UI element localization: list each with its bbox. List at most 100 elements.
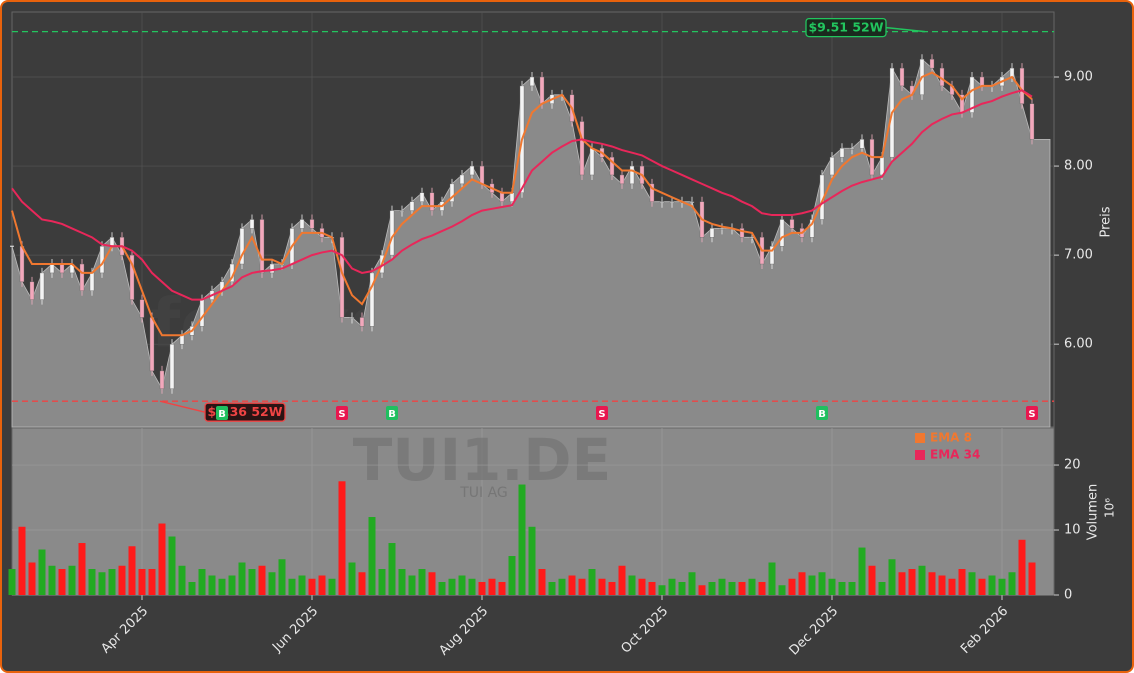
volume-bar: [688, 572, 696, 595]
candle: [929, 58, 935, 69]
volume-bar: [358, 572, 366, 595]
volume-bar: [588, 569, 596, 595]
candle: [419, 192, 425, 202]
volume-bar: [278, 559, 286, 595]
candle: [239, 228, 245, 265]
y-tick-label: 20: [1064, 458, 1081, 473]
volume-bar: [818, 572, 826, 595]
volume-bar: [118, 565, 126, 595]
candle: [499, 192, 505, 202]
volume-bar: [568, 575, 576, 595]
candle: [589, 148, 595, 176]
volume-bar: [508, 556, 516, 595]
candle: [459, 174, 465, 185]
candle: [809, 219, 815, 238]
volume-bar: [398, 569, 406, 595]
volume-bar: [978, 578, 986, 595]
candle: [789, 219, 795, 229]
candle: [849, 148, 855, 150]
volume-bar: [988, 575, 996, 595]
volume-bar: [918, 565, 926, 595]
volume-bar: [888, 559, 896, 595]
volume-bar: [158, 523, 166, 595]
volume-bar: [948, 578, 956, 595]
candle: [169, 343, 175, 389]
volume-bar: [68, 565, 76, 595]
volume-bar: [878, 582, 886, 595]
volume-bar: [8, 569, 16, 595]
x-tick-label: Jun 2025: [269, 604, 321, 656]
volume-bar: [368, 517, 376, 595]
candle: [39, 272, 45, 300]
candle: [259, 219, 265, 274]
volume-bar: [438, 582, 446, 595]
signal-label: S: [338, 409, 345, 420]
candle: [399, 210, 405, 212]
candle: [899, 67, 905, 87]
volume-bar: [168, 536, 176, 595]
signal-badge: [386, 406, 398, 420]
volume-bar: [798, 572, 806, 595]
volume-bar: [838, 582, 846, 595]
volume-bar: [578, 578, 586, 595]
volume-bar: [208, 575, 216, 595]
volume-bar: [1018, 539, 1026, 595]
y-tick-label: 8.00: [1064, 159, 1093, 174]
volume-bar: [748, 578, 756, 595]
candle: [829, 156, 835, 176]
volume-bar: [548, 582, 556, 595]
legend-swatch: [915, 450, 925, 460]
volume-bar: [328, 578, 336, 595]
volume-bar: [348, 562, 356, 595]
signal-label: B: [218, 409, 226, 420]
volume-bar: [498, 582, 506, 595]
volume-bar: [638, 578, 646, 595]
volume-bar: [538, 569, 546, 595]
candle: [659, 201, 665, 203]
legend-label: EMA 34: [930, 448, 980, 462]
x-tick-label: Oct 2025: [618, 604, 671, 657]
candle: [859, 139, 865, 149]
volume-bar: [728, 582, 736, 595]
volume-bar: [488, 578, 496, 595]
volume-bar: [768, 562, 776, 595]
candle: [609, 156, 615, 176]
volume-bar: [738, 582, 746, 595]
candle: [449, 183, 455, 202]
x-tick-label: Aug 2025: [436, 604, 491, 659]
volume-unit-label: 10⁶: [1103, 498, 1117, 518]
candle: [839, 148, 845, 158]
volume-bar: [288, 578, 296, 595]
candle: [689, 201, 695, 203]
candle: [19, 246, 25, 283]
candle: [629, 165, 635, 185]
volume-bar: [858, 547, 866, 595]
volume-bar: [108, 569, 116, 595]
volume-bar: [138, 569, 146, 595]
volume-bar: [448, 578, 456, 595]
candle: [669, 201, 675, 203]
candle: [779, 219, 785, 247]
signal-label: S: [598, 409, 605, 420]
volume-bar: [48, 565, 56, 595]
volume-bar: [628, 575, 636, 595]
annotation-arrow: [885, 26, 926, 33]
candle: [139, 299, 145, 318]
volume-bar: [318, 575, 326, 595]
volume-bar: [198, 569, 206, 595]
candle: [109, 237, 115, 247]
volume-bar: [1008, 572, 1016, 595]
candle: [59, 263, 65, 274]
volume-bar: [868, 565, 876, 595]
candle: [149, 317, 155, 372]
volume-bar: [268, 572, 276, 595]
volume-bar: [218, 578, 226, 595]
candle: [1029, 103, 1035, 140]
y-tick-label: 7.00: [1064, 248, 1093, 263]
candle: [89, 272, 95, 291]
volume-bar: [458, 575, 466, 595]
candle: [389, 210, 395, 256]
volume-bar: [668, 578, 676, 595]
signal-badge: [596, 406, 608, 420]
volume-bar: [928, 572, 936, 595]
